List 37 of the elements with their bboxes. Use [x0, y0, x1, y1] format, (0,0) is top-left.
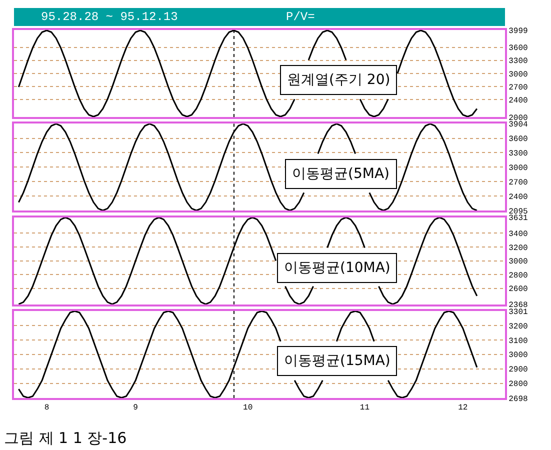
- y-tick-label: 3200: [508, 244, 528, 253]
- y-tick-label: 3600: [508, 44, 528, 54]
- y-tick-label: 2600: [508, 285, 528, 294]
- y-tick-label: 2400: [508, 192, 528, 202]
- y-tick-label: 2800: [508, 380, 528, 390]
- chart-subtitle: P/V=: [286, 10, 315, 24]
- annotation: 이동평균(15MA): [284, 353, 390, 369]
- x-tick-label: 9: [133, 404, 138, 413]
- y-tick-label: 2900: [508, 366, 528, 375]
- y-tick-label: 2700: [508, 178, 528, 188]
- x-tick-label: 12: [458, 404, 468, 413]
- x-tick-label: 11: [360, 404, 370, 413]
- y-tick-label: 2698: [508, 394, 528, 404]
- y-tick-label: 3200: [508, 322, 528, 332]
- y-tick-label: 3904: [508, 120, 528, 130]
- y-tick-label: 3000: [508, 258, 528, 267]
- y-tick-label: 3631: [508, 214, 528, 224]
- y-tick-label: 3000: [508, 164, 528, 173]
- y-tick-label: 3000: [508, 351, 528, 360]
- y-tick-label: 3100: [508, 336, 528, 346]
- y-tick-label: 3999: [508, 26, 528, 36]
- y-tick-label: 3300: [508, 150, 528, 159]
- y-tick-label: 3300: [508, 57, 528, 66]
- x-tick-label: 10: [243, 404, 253, 413]
- y-tick-label: 3400: [508, 230, 528, 240]
- y-tick-label: 2800: [508, 271, 528, 280]
- y-tick-label: 3000: [508, 70, 528, 80]
- annotation: 이동평균(5MA): [292, 166, 390, 182]
- chart-title: 95.28.28 ~ 95.12.13: [41, 10, 178, 24]
- text: 그림 제 1 1 장-16: [4, 429, 127, 447]
- annotation: 이동평균(10MA): [284, 260, 390, 276]
- y-tick-label: 2700: [508, 83, 528, 92]
- y-tick-label: 3301: [508, 308, 528, 317]
- y-tick-label: 3600: [508, 135, 528, 144]
- y-tick-label: 2400: [508, 96, 528, 106]
- x-tick-label: 8: [44, 404, 50, 413]
- annotation: 원계열(주기 20): [287, 72, 390, 88]
